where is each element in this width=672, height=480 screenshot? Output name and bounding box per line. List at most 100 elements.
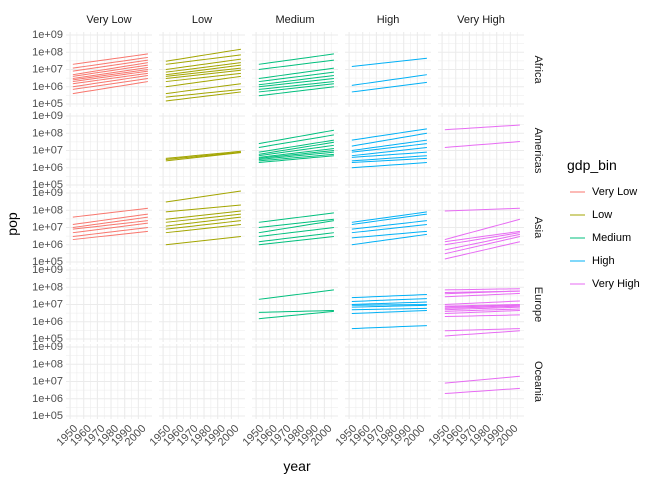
series-line-africa-medium-1 [258, 59, 334, 70]
panel-europe-medium [252, 267, 338, 342]
series-line-africa-medium-0 [258, 53, 334, 65]
series-line-africa-low-6 [165, 69, 241, 80]
strip-label-col-high: High [377, 14, 400, 26]
strip-label-col-very-low: Very Low [86, 14, 131, 26]
series-line-americas-high-0 [351, 128, 427, 141]
series-line-africa-low-8 [165, 75, 241, 88]
series-line-africa-medium-2 [258, 67, 334, 80]
series-line-americas-high-8 [351, 162, 427, 169]
series-line-africa-low-11 [165, 91, 241, 102]
series-line-africa-very-low-6 [72, 69, 148, 81]
series-line-asia-low-5 [165, 220, 241, 230]
panel-americas-very-high [438, 113, 524, 188]
series-line-europe-very-high-11 [444, 314, 520, 318]
series-line-asia-very-high-2 [444, 230, 520, 243]
series-line-africa-medium-5 [258, 78, 334, 88]
y-tick-label: 1e+08 [32, 358, 63, 370]
series-line-asia-high-1 [351, 213, 427, 225]
series-line-americas-medium-4 [258, 144, 334, 157]
series-line-africa-very-low-8 [72, 72, 148, 85]
series-line-americas-low-2 [165, 152, 241, 162]
series-line-asia-very-high-4 [444, 233, 521, 251]
y-tick-label: 1e+07 [32, 222, 63, 234]
panel-europe-very-low [66, 267, 152, 342]
series-line-asia-high-4 [351, 230, 427, 239]
series-line-oceania-very-high-0 [444, 375, 520, 384]
series-line-asia-very-high-5 [444, 236, 521, 255]
series-line-africa-very-low-0 [72, 53, 148, 65]
y-tick-label: 1e+06 [32, 81, 63, 93]
series-line-europe-high-2 [351, 301, 427, 305]
series-line-americas-high-5 [351, 151, 427, 158]
series-line-europe-high-3 [351, 304, 427, 306]
legend-label: Low [592, 209, 612, 221]
legend-label: High [592, 255, 615, 267]
y-axes: 1e+051e+061e+071e+081e+091e+051e+061e+07… [32, 29, 63, 422]
y-tick-label: 1e+09 [32, 264, 63, 276]
series-line-asia-high-5 [351, 233, 427, 246]
panel-oceania-high [345, 344, 431, 419]
series-line-europe-high-1 [351, 298, 427, 302]
x-axis-title: year [283, 458, 311, 474]
strip-label-row-oceania: Oceania [532, 361, 544, 403]
series-line-americas-high-6 [351, 155, 427, 162]
panel-americas-low [159, 113, 245, 188]
series-line-asia-medium-5 [258, 236, 334, 246]
series-line-europe-high-0 [351, 294, 427, 299]
y-tick-label: 1e+08 [32, 281, 63, 293]
series-line-asia-very-high-3 [444, 232, 520, 246]
y-tick-label: 1e+08 [32, 204, 63, 216]
series-line-africa-medium-6 [258, 81, 334, 90]
series-line-africa-medium-7 [258, 83, 334, 93]
series-line-europe-high-5 [351, 307, 427, 311]
series-line-europe-very-high-5 [444, 304, 520, 307]
series-line-europe-very-high-2 [444, 290, 520, 295]
strip-label-row-americas: Americas [532, 128, 544, 174]
y-tick-label: 1e+07 [32, 145, 63, 157]
series-line-americas-low-0 [165, 150, 241, 159]
series-line-africa-low-4 [165, 64, 241, 76]
y-axis-title: pop [4, 212, 20, 236]
series-line-europe-high-6 [351, 309, 427, 315]
series-line-americas-medium-6 [258, 150, 334, 159]
series-line-americas-medium-1 [258, 134, 334, 148]
series-line-africa-low-0 [165, 48, 241, 62]
y-tick-label: 1e+09 [32, 341, 63, 353]
panel-africa-very-high [438, 32, 524, 107]
panel-oceania-low [159, 344, 245, 419]
panel-africa-very-low [66, 32, 152, 107]
y-tick-label: 1e+07 [32, 299, 63, 311]
series-line-africa-high-1 [351, 74, 427, 86]
series-line-europe-very-high-6 [444, 304, 520, 308]
panel-asia-high [345, 190, 431, 265]
series-line-asia-low-7 [165, 236, 241, 246]
strip-label-row-europe: Europe [532, 287, 544, 322]
series-line-americas-medium-9 [258, 155, 334, 164]
strip-label-col-medium: Medium [275, 14, 314, 26]
series-line-americas-medium-5 [258, 148, 334, 158]
series-line-europe-very-high-8 [444, 306, 520, 311]
legend-label: Very Low [592, 186, 637, 198]
legend-label: Medium [592, 232, 631, 244]
series-line-asia-very-high-1 [444, 218, 521, 241]
series-line-asia-low-6 [165, 223, 241, 234]
series-line-asia-low-0 [165, 190, 241, 203]
series-line-americas-medium-7 [258, 151, 334, 161]
facet-column-strips: Very Low Low Medium High Very High [86, 14, 504, 26]
strip-label-col-low: Low [192, 14, 212, 26]
y-tick-label: 1e+09 [32, 110, 63, 122]
series-line-africa-very-low-9 [72, 74, 148, 88]
series-line-africa-low-2 [165, 58, 241, 70]
series-line-asia-medium-2 [258, 220, 334, 234]
series-line-americas-medium-2 [258, 139, 334, 153]
y-tick-label: 1e+05 [32, 256, 63, 268]
series-line-asia-low-1 [165, 204, 241, 213]
strip-label-col-very-high: Very High [457, 14, 505, 26]
series-line-africa-low-7 [165, 72, 241, 83]
series-line-asia-very-low-6 [72, 230, 148, 241]
series-line-americas-high-4 [351, 146, 427, 157]
series-line-africa-low-9 [165, 83, 241, 95]
series-line-asia-medium-4 [258, 232, 334, 243]
series-line-asia-low-4 [165, 216, 241, 227]
y-tick-label: 1e+08 [32, 127, 63, 139]
